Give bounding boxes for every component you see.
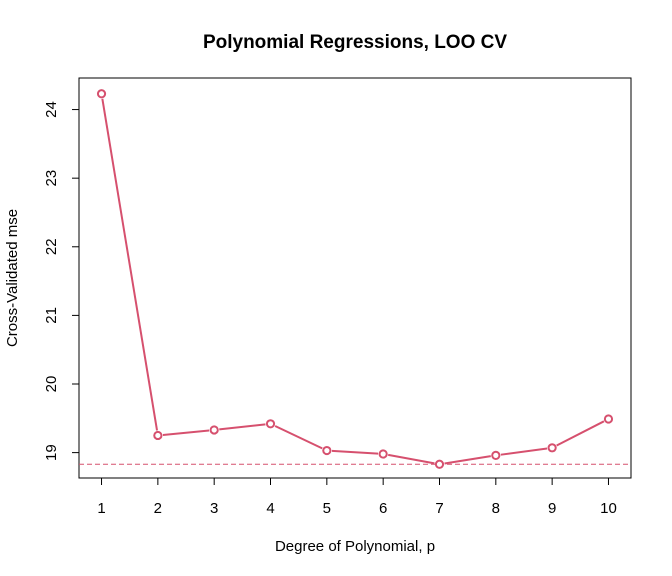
y-axis: 19 20 21 22 23 24: [43, 101, 80, 461]
x-axis: 1 2 3 4 5 6 7 8 9 10: [97, 477, 617, 517]
x-tick-label: 10: [600, 500, 617, 517]
y-tick-label: 20: [43, 376, 60, 393]
series-line-segment: [101, 98, 159, 431]
data-point: [96, 89, 107, 99]
data-series: [96, 89, 614, 469]
x-tick-label: 3: [210, 500, 218, 517]
series-line-segment: [274, 425, 323, 450]
data-point: [434, 459, 445, 469]
series-line-segment: [219, 423, 266, 431]
x-tick-label: 8: [492, 500, 500, 517]
series-line-segment: [162, 429, 210, 436]
series-line-segment: [556, 420, 605, 447]
x-tick-label: 9: [548, 500, 556, 517]
x-axis-label: Degree of Polynomial, p: [275, 538, 435, 555]
data-point: [378, 449, 388, 459]
data-point: [547, 443, 557, 453]
plot-frame: [78, 77, 632, 479]
series-line-segment: [388, 453, 435, 465]
data-point: [491, 450, 501, 460]
x-tick-label: 6: [379, 500, 387, 517]
x-tick-label: 1: [97, 500, 105, 517]
series-line-segment: [444, 455, 491, 465]
x-tick-label: 7: [435, 500, 443, 517]
x-tick-label: 2: [154, 500, 162, 517]
x-tick-label: 5: [323, 500, 331, 517]
data-point: [153, 430, 163, 441]
data-point: [209, 425, 219, 435]
data-point: [265, 419, 276, 429]
y-tick-label: 21: [43, 307, 60, 324]
series-line-segment: [331, 449, 379, 455]
y-tick-label: 24: [43, 101, 60, 118]
y-tick-label: 23: [43, 170, 60, 187]
y-tick-label: 19: [43, 444, 60, 461]
y-axis-label: Cross-Validated mse: [4, 209, 21, 347]
data-point: [322, 445, 332, 456]
x-tick-label: 4: [266, 500, 274, 517]
y-tick-label: 22: [43, 238, 60, 255]
data-point: [603, 414, 614, 424]
chart-title: Polynomial Regressions, LOO CV: [203, 32, 507, 53]
series-line-segment: [500, 447, 548, 456]
